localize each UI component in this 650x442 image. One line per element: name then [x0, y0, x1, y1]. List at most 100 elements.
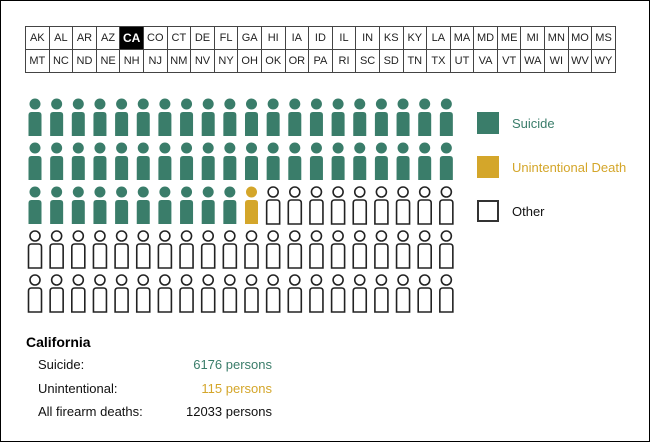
- person-icon-suicide: [439, 142, 453, 180]
- state-button-sd[interactable]: SD: [378, 49, 404, 73]
- person-icon-suicide: [353, 98, 367, 136]
- state-button-mi[interactable]: MI: [520, 26, 546, 50]
- state-button-wy[interactable]: WY: [591, 49, 616, 73]
- person-icon-other: [287, 230, 303, 269]
- state-button-ri[interactable]: RI: [331, 49, 357, 73]
- state-button-wa[interactable]: WA: [520, 49, 546, 73]
- pictogram-grid: [27, 98, 454, 313]
- state-button-ak[interactable]: AK: [25, 26, 50, 50]
- stat-value-all-firearm-deaths: 12033 persons: [185, 404, 272, 419]
- legend-item-unintentional: Unintentional Death: [477, 154, 626, 180]
- state-button-or[interactable]: OR: [284, 49, 310, 73]
- person-icon-suicide: [71, 98, 85, 136]
- person-icon-other: [439, 186, 454, 225]
- state-button-az[interactable]: AZ: [95, 26, 121, 50]
- state-button-ms[interactable]: MS: [591, 26, 616, 50]
- person-icon-suicide: [288, 142, 302, 180]
- person-icon-other: [309, 274, 324, 313]
- person-icon-suicide: [288, 98, 302, 136]
- state-button-hi[interactable]: HI: [260, 26, 286, 50]
- person-icon-suicide: [374, 98, 388, 136]
- person-icon-other: [417, 230, 432, 269]
- person-icon-suicide: [28, 142, 42, 180]
- state-button-nc[interactable]: NC: [48, 49, 74, 73]
- state-button-ny[interactable]: NY: [213, 49, 239, 73]
- state-button-id[interactable]: ID: [308, 26, 333, 50]
- state-button-vt[interactable]: VT: [496, 49, 522, 73]
- state-button-ks[interactable]: KS: [378, 26, 404, 50]
- state-button-me[interactable]: ME: [496, 26, 522, 50]
- legend-label-suicide: Suicide: [512, 115, 555, 131]
- state-button-md[interactable]: MD: [473, 26, 498, 50]
- legend-swatch-other: [477, 200, 499, 222]
- stat-row-suicide: Suicide: 6176 persons: [38, 357, 272, 375]
- person-icon-other: [92, 274, 108, 313]
- legend-item-suicide: Suicide: [477, 110, 555, 136]
- state-button-il[interactable]: IL: [331, 26, 357, 50]
- person-icon-suicide: [93, 186, 107, 224]
- person-icon-suicide: [309, 142, 323, 180]
- person-icon-suicide: [93, 98, 107, 136]
- person-icon-suicide: [309, 98, 323, 136]
- state-button-wv[interactable]: WV: [567, 49, 593, 73]
- legend-swatch-unintentional: [477, 156, 499, 178]
- person-icon-suicide: [50, 186, 64, 224]
- person-icon-other: [244, 230, 259, 269]
- state-button-ga[interactable]: GA: [237, 26, 262, 50]
- state-button-ne[interactable]: NE: [95, 49, 121, 73]
- stat-value-unintentional: 115 persons: [201, 381, 272, 396]
- person-icon-other: [222, 230, 238, 269]
- person-icon-other: [439, 230, 454, 269]
- person-icon-other: [200, 230, 216, 269]
- person-icon-suicide: [180, 142, 194, 180]
- stat-row-all-firearm-deaths: All firearm deaths: 12033 persons: [38, 404, 272, 422]
- person-icon-other: [395, 186, 411, 225]
- state-button-va[interactable]: VA: [473, 49, 498, 73]
- person-icon-other: [287, 274, 303, 313]
- person-icon-suicide: [115, 98, 129, 136]
- person-icon-suicide: [28, 98, 42, 136]
- state-button-de[interactable]: DE: [190, 26, 215, 50]
- person-icon-suicide: [71, 142, 85, 180]
- state-button-wi[interactable]: WI: [544, 49, 569, 73]
- person-icon-other: [92, 230, 108, 269]
- person-icon-other: [71, 230, 86, 269]
- person-icon-other: [49, 230, 64, 269]
- person-icon-suicide: [93, 142, 107, 180]
- state-button-ok[interactable]: OK: [260, 49, 286, 73]
- person-icon-suicide: [136, 186, 150, 224]
- person-icon-suicide: [180, 186, 194, 224]
- person-icon-suicide: [374, 142, 388, 180]
- state-button-ut[interactable]: UT: [449, 49, 475, 73]
- person-icon-suicide: [223, 98, 237, 136]
- person-icon-other: [265, 274, 281, 313]
- state-button-ma[interactable]: MA: [449, 26, 475, 50]
- state-button-tn[interactable]: TN: [402, 49, 428, 73]
- state-button-pa[interactable]: PA: [308, 49, 333, 73]
- person-icon-other: [352, 274, 368, 313]
- person-icon-suicide: [158, 186, 172, 224]
- state-button-in[interactable]: IN: [355, 26, 380, 50]
- state-button-mt[interactable]: MT: [25, 49, 50, 73]
- state-button-nm[interactable]: NM: [166, 49, 192, 73]
- state-button-mo[interactable]: MO: [567, 26, 593, 50]
- state-button-mn[interactable]: MN: [544, 26, 569, 50]
- person-icon-other: [114, 230, 129, 269]
- person-icon-suicide: [28, 186, 42, 224]
- state-button-tx[interactable]: TX: [426, 49, 451, 73]
- person-icon-other: [374, 186, 389, 225]
- state-button-ia[interactable]: IA: [284, 26, 310, 50]
- person-icon-suicide: [353, 142, 367, 180]
- person-icon-other: [135, 274, 151, 313]
- state-button-sc[interactable]: SC: [355, 49, 380, 73]
- person-icon-other: [49, 274, 64, 313]
- person-icon-other: [244, 274, 259, 313]
- person-icon-other: [330, 274, 346, 313]
- state-button-oh[interactable]: OH: [237, 49, 262, 73]
- person-icon-other: [135, 230, 151, 269]
- state-button-nh[interactable]: NH: [119, 49, 144, 73]
- state-button-ct[interactable]: CT: [166, 26, 192, 50]
- state-button-al[interactable]: AL: [48, 26, 74, 50]
- state-button-nd[interactable]: ND: [72, 49, 97, 73]
- legend-item-other: Other: [477, 198, 545, 224]
